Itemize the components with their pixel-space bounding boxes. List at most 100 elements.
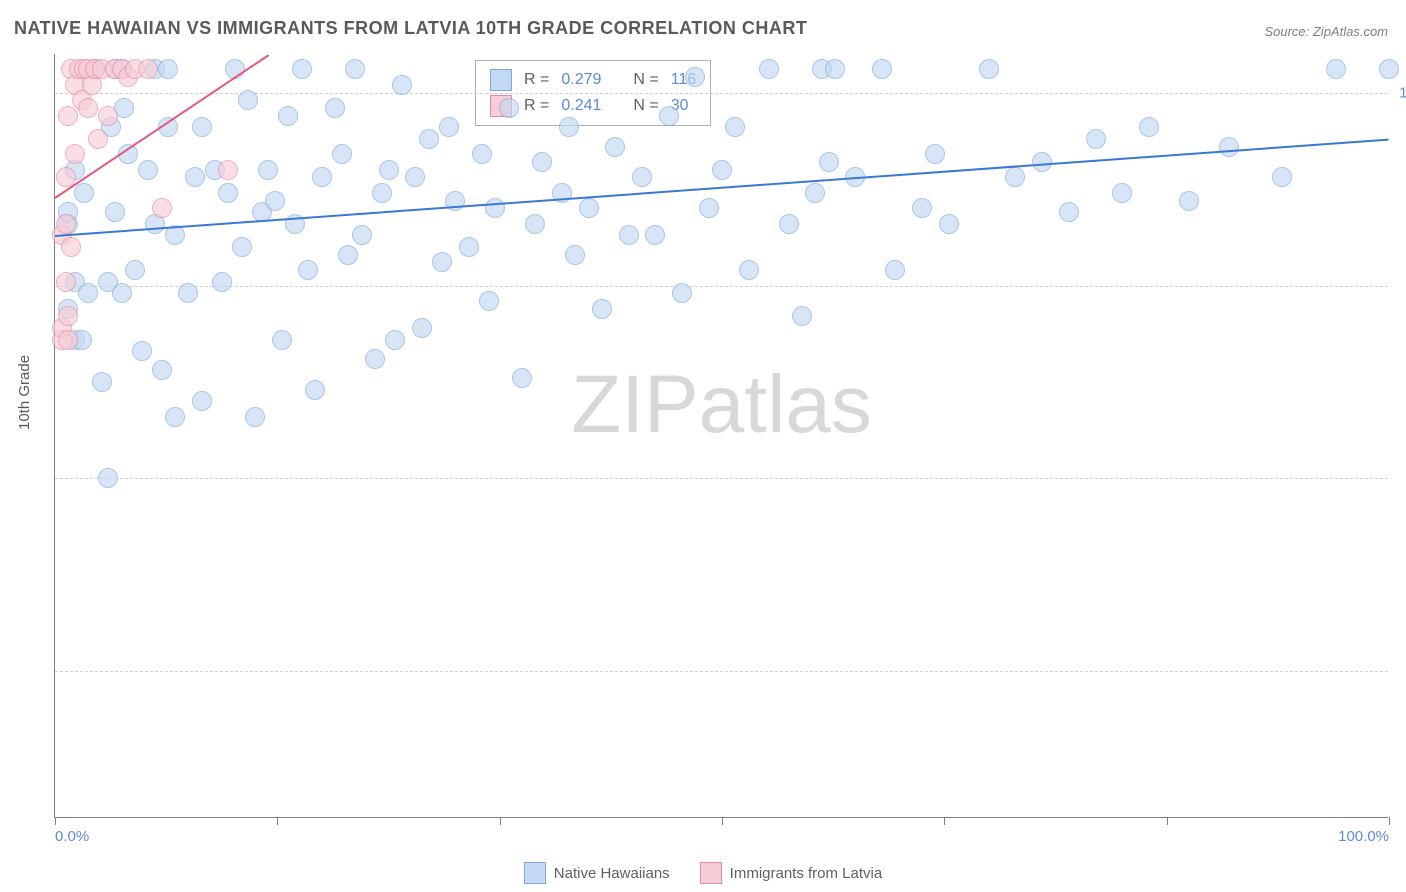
source-attribution: Source: ZipAtlas.com — [1264, 24, 1388, 39]
data-point — [98, 106, 118, 126]
data-point — [74, 183, 94, 203]
data-point — [232, 237, 252, 257]
data-point — [372, 183, 392, 203]
data-point — [925, 144, 945, 164]
y-axis-label: 10th Grade — [16, 355, 33, 430]
data-point — [385, 330, 405, 350]
data-point — [298, 260, 318, 280]
data-point — [305, 380, 325, 400]
data-point — [78, 98, 98, 118]
legend-label: Native Hawaiians — [554, 865, 670, 882]
data-point — [338, 245, 358, 265]
data-point — [759, 59, 779, 79]
data-point — [58, 306, 78, 326]
data-point — [405, 167, 425, 187]
data-point — [132, 341, 152, 361]
y-tick-label: 95.0% — [1394, 277, 1406, 294]
data-point — [138, 59, 158, 79]
plot-area: ZIPatlas R =0.279N =116R =0.241N =30 85.… — [54, 54, 1388, 818]
data-point — [825, 59, 845, 79]
x-tick — [1389, 817, 1390, 825]
data-point — [819, 152, 839, 172]
data-point — [61, 237, 81, 257]
data-point — [592, 299, 612, 319]
data-point — [1086, 129, 1106, 149]
data-point — [632, 167, 652, 187]
y-tick-label: 100.0% — [1394, 84, 1406, 101]
data-point — [872, 59, 892, 79]
data-point — [659, 106, 679, 126]
data-point — [419, 129, 439, 149]
watermark: ZIPatlas — [571, 358, 872, 452]
data-point — [88, 129, 108, 149]
gridline — [55, 478, 1388, 479]
data-point — [1032, 152, 1052, 172]
data-point — [185, 167, 205, 187]
n-label: N = — [633, 71, 658, 89]
data-point — [512, 368, 532, 388]
data-point — [532, 152, 552, 172]
data-point — [805, 183, 825, 203]
r-value: 0.241 — [561, 97, 601, 115]
trend-line — [55, 139, 1389, 237]
data-point — [365, 349, 385, 369]
data-point — [779, 214, 799, 234]
data-point — [725, 117, 745, 137]
data-point — [238, 90, 258, 110]
data-point — [218, 160, 238, 180]
data-point — [325, 98, 345, 118]
x-tick-label: 0.0% — [55, 828, 89, 845]
y-tick-label: 85.0% — [1394, 663, 1406, 680]
legend-swatch — [490, 69, 512, 91]
gridline — [55, 286, 1388, 287]
data-point — [792, 306, 812, 326]
legend-label: Immigrants from Latvia — [730, 865, 883, 882]
data-point — [685, 67, 705, 87]
data-point — [432, 252, 452, 272]
x-tick — [277, 817, 278, 825]
data-point — [125, 260, 145, 280]
y-tick-label: 90.0% — [1394, 470, 1406, 487]
data-point — [605, 137, 625, 157]
x-tick — [722, 817, 723, 825]
data-point — [912, 198, 932, 218]
bottom-legend: Native Hawaiians Immigrants from Latvia — [0, 862, 1406, 884]
r-value: 0.279 — [561, 71, 601, 89]
data-point — [312, 167, 332, 187]
data-point — [1112, 183, 1132, 203]
x-tick-label: 100.0% — [1338, 828, 1389, 845]
data-point — [352, 225, 372, 245]
data-point — [152, 198, 172, 218]
data-point — [885, 260, 905, 280]
x-tick — [1167, 817, 1168, 825]
data-point — [499, 98, 519, 118]
data-point — [579, 198, 599, 218]
legend-item: Immigrants from Latvia — [700, 862, 883, 884]
data-point — [1179, 191, 1199, 211]
data-point — [292, 59, 312, 79]
data-point — [78, 283, 98, 303]
data-point — [1005, 167, 1025, 187]
data-point — [712, 160, 732, 180]
x-tick — [944, 817, 945, 825]
data-point — [459, 237, 479, 257]
data-point — [332, 144, 352, 164]
r-label: R = — [524, 71, 549, 89]
data-point — [1379, 59, 1399, 79]
x-tick — [500, 817, 501, 825]
data-point — [56, 214, 76, 234]
legend-swatch — [700, 862, 722, 884]
gridline — [55, 671, 1388, 672]
data-point — [559, 117, 579, 137]
data-point — [479, 291, 499, 311]
x-tick — [55, 817, 56, 825]
data-point — [92, 372, 112, 392]
data-point — [412, 318, 432, 338]
n-label: N = — [633, 97, 658, 115]
data-point — [739, 260, 759, 280]
data-point — [1272, 167, 1292, 187]
data-point — [472, 144, 492, 164]
data-point — [699, 198, 719, 218]
data-point — [645, 225, 665, 245]
data-point — [192, 391, 212, 411]
